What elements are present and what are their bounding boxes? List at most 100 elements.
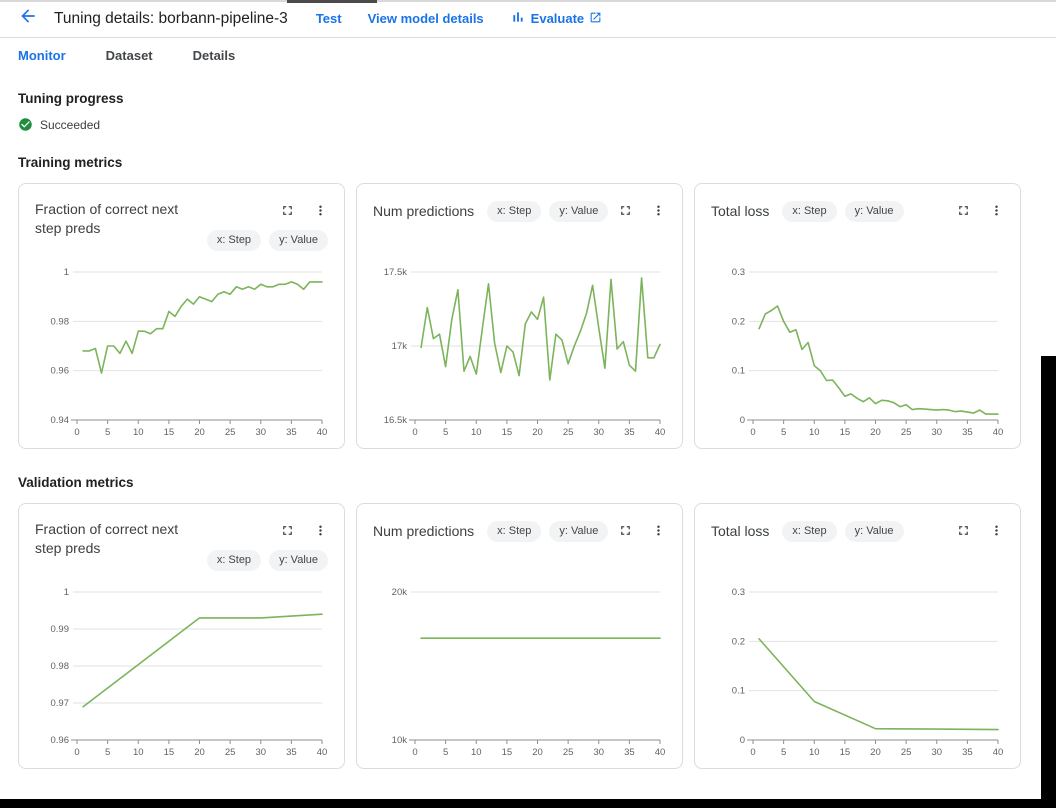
- y-axis-chip[interactable]: y: Value: [844, 521, 904, 542]
- fullscreen-button[interactable]: [280, 203, 295, 223]
- svg-text:5: 5: [781, 427, 786, 438]
- svg-text:35: 35: [962, 427, 973, 438]
- svg-text:35: 35: [962, 747, 973, 758]
- y-axis-chip[interactable]: y: Value: [844, 201, 904, 222]
- more-options-button[interactable]: [651, 203, 666, 223]
- more-vert-icon: [651, 203, 666, 223]
- chart-card: Fraction of correct next step preds x: St…: [18, 183, 345, 449]
- screenshot-top-edge-artifact: [0, 0, 1056, 3]
- validation-metrics-heading: Validation metrics: [18, 475, 134, 490]
- fullscreen-button[interactable]: [280, 523, 295, 543]
- fullscreen-button[interactable]: [618, 523, 633, 543]
- svg-text:15: 15: [164, 747, 175, 758]
- x-axis-chip[interactable]: x: Step: [487, 521, 542, 542]
- svg-text:5: 5: [105, 427, 110, 438]
- svg-text:25: 25: [901, 427, 912, 438]
- axis-chips: x: Step y: Value: [487, 521, 609, 542]
- y-axis-chip[interactable]: y: Value: [549, 521, 609, 542]
- chart-title: Num predictions: [373, 523, 475, 539]
- fullscreen-button[interactable]: [956, 203, 971, 223]
- fullscreen-icon: [618, 523, 633, 543]
- tuning-progress-heading: Tuning progress: [18, 91, 124, 106]
- svg-text:30: 30: [255, 427, 266, 438]
- test-button[interactable]: Test: [315, 11, 342, 26]
- svg-text:0.99: 0.99: [51, 624, 70, 635]
- more-vert-icon: [651, 523, 666, 543]
- x-axis-chip[interactable]: x: Step: [782, 201, 837, 222]
- more-options-button[interactable]: [989, 523, 1004, 543]
- svg-text:25: 25: [901, 747, 912, 758]
- chart-card-header: Total loss x: Step y: Value: [711, 520, 1004, 578]
- check-circle-icon: [18, 117, 33, 132]
- more-options-button[interactable]: [651, 523, 666, 543]
- x-axis-chip[interactable]: x: Step: [206, 550, 262, 571]
- svg-text:15: 15: [840, 747, 851, 758]
- card-actions: [280, 203, 328, 223]
- axis-chips: x: Step y: Value: [782, 201, 904, 222]
- svg-text:0.3: 0.3: [732, 587, 745, 598]
- svg-text:5: 5: [105, 747, 110, 758]
- x-axis-chip[interactable]: x: Step: [487, 201, 542, 222]
- svg-text:35: 35: [624, 427, 635, 438]
- more-options-button[interactable]: [313, 203, 328, 223]
- svg-text:0.96: 0.96: [51, 366, 70, 377]
- y-axis-chip[interactable]: y: Value: [549, 201, 609, 222]
- svg-text:40: 40: [317, 427, 328, 438]
- svg-text:0.98: 0.98: [51, 316, 70, 327]
- axis-chips: x: Step y: Value: [206, 550, 328, 571]
- svg-text:10: 10: [809, 427, 820, 438]
- main-content: Tuning progress Succeeded Training metri…: [0, 91, 1056, 769]
- chart-header-right: x: Step y: Value: [206, 520, 328, 571]
- tab-monitor[interactable]: Monitor: [18, 48, 66, 63]
- chart-card-header: Fraction of correct next step preds x: St…: [35, 520, 328, 578]
- svg-text:25: 25: [225, 747, 236, 758]
- svg-text:0: 0: [412, 747, 417, 758]
- chart-title: Total loss: [711, 203, 770, 219]
- svg-text:30: 30: [255, 747, 266, 758]
- svg-text:20: 20: [532, 427, 543, 438]
- fullscreen-button[interactable]: [618, 203, 633, 223]
- fullscreen-button[interactable]: [956, 523, 971, 543]
- tab-details[interactable]: Details: [192, 48, 236, 63]
- evaluate-button[interactable]: Evaluate: [510, 9, 602, 28]
- axis-chips: x: Step y: Value: [782, 521, 904, 542]
- svg-text:0: 0: [740, 735, 745, 746]
- tab-dataset[interactable]: Dataset: [105, 48, 153, 63]
- x-axis-chip[interactable]: x: Step: [206, 230, 262, 251]
- svg-text:0: 0: [412, 427, 417, 438]
- view-model-details-button[interactable]: View model details: [367, 11, 484, 26]
- chart-title: Fraction of correct next step preds: [35, 521, 179, 556]
- svg-text:25: 25: [563, 747, 574, 758]
- screenshot-top-edge-dark-segment: [287, 0, 377, 3]
- card-actions: [956, 523, 1004, 543]
- more-vert-icon: [989, 203, 1004, 223]
- chart-card: Num predictions x: Step y: Value 10k 20k 0 5 10…: [356, 503, 683, 769]
- more-options-button[interactable]: [989, 203, 1004, 223]
- svg-text:40: 40: [655, 747, 666, 758]
- svg-text:10: 10: [809, 747, 820, 758]
- svg-text:15: 15: [502, 747, 513, 758]
- svg-text:15: 15: [840, 427, 851, 438]
- svg-text:15: 15: [164, 427, 175, 438]
- y-axis-chip[interactable]: y: Value: [269, 230, 328, 251]
- svg-text:30: 30: [593, 427, 604, 438]
- back-button[interactable]: [16, 7, 40, 31]
- more-options-button[interactable]: [313, 523, 328, 543]
- more-vert-icon: [313, 203, 328, 223]
- open-in-new-icon: [589, 11, 602, 27]
- fullscreen-icon: [956, 523, 971, 543]
- y-axis-chip[interactable]: y: Value: [269, 550, 328, 571]
- status-badge: Succeeded: [40, 117, 101, 132]
- x-axis-chip[interactable]: x: Step: [782, 521, 837, 542]
- validation-metrics-row: Fraction of correct next step preds x: St…: [18, 503, 1021, 769]
- svg-text:10: 10: [471, 747, 482, 758]
- tab-bar: Monitor Dataset Details: [0, 38, 1056, 75]
- svg-text:40: 40: [655, 427, 666, 438]
- svg-text:0: 0: [740, 415, 745, 426]
- svg-text:0.2: 0.2: [732, 636, 745, 647]
- chart-plot: 16.5k 17k 17.5k 0 5 10 15 20 25 30 35 40: [384, 267, 666, 438]
- chart-card: Total loss x: Step y: Value 0 0.1 0.2 0.3 0 5 10 1…: [694, 503, 1021, 769]
- training-metrics-heading: Training metrics: [18, 155, 123, 170]
- svg-text:20: 20: [870, 747, 881, 758]
